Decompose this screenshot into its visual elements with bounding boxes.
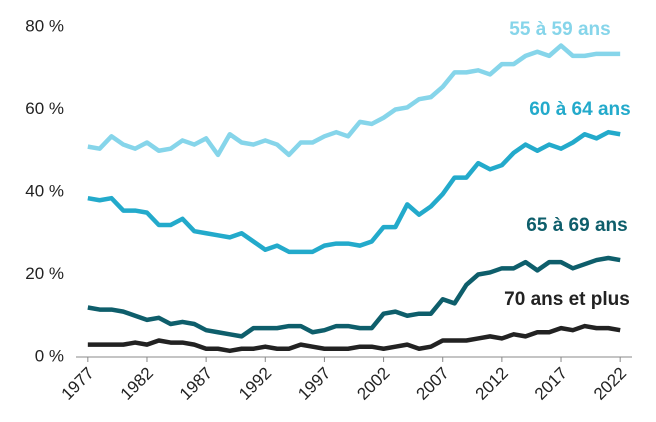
x-tick-label: 2022 [590, 364, 630, 404]
x-tick-label: 1992 [235, 364, 275, 404]
series-label: 65 à 69 ans [526, 215, 627, 236]
x-tick-label: 2012 [472, 364, 512, 404]
x-tick-label: 2007 [413, 364, 453, 404]
x-tick-label: 2017 [531, 364, 571, 404]
y-tick-label: 80 % [25, 16, 64, 35]
series-line [87, 129, 621, 255]
y-tick-label: 0 % [35, 346, 64, 365]
series-label: 55 à 59 ans [509, 19, 610, 40]
x-tick-label: 1977 [58, 364, 98, 404]
series-line [87, 255, 621, 339]
series-line [87, 323, 621, 354]
y-tick-label: 20 % [25, 264, 64, 283]
y-tick-label: 60 % [25, 99, 64, 118]
y-tick-label: 40 % [25, 181, 64, 200]
x-tick-label: 1987 [176, 364, 216, 404]
series-label: 60 à 64 ans [529, 99, 630, 120]
x-tick-label: 1982 [117, 364, 157, 404]
x-tick-label: 2002 [353, 364, 393, 404]
series-line [87, 43, 621, 158]
series-label: 70 ans et plus [504, 289, 630, 310]
x-tick-label: 1997 [294, 364, 334, 404]
